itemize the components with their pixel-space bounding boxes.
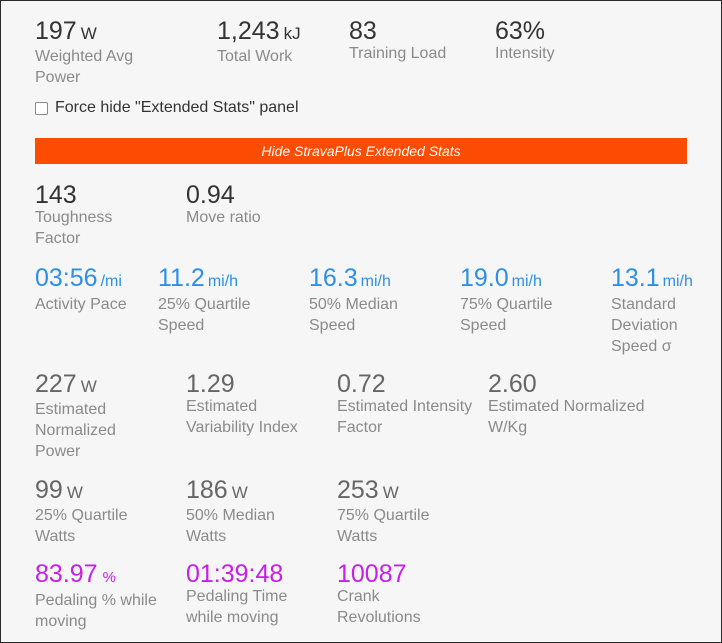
stat-unit: mi/h <box>662 273 693 290</box>
crank-revolutions-stat: 10087 Crank Revolutions <box>337 560 467 628</box>
quartile-75-speed-stat: 19.0 mi/h 75% Quartile Speed <box>460 264 580 336</box>
stat-unit: W <box>80 377 97 396</box>
stat-value: 197 <box>35 17 77 45</box>
stat-unit: mi/h <box>207 273 239 290</box>
quartile-25-speed-stat: 11.2 mi/h 25% Quartile Speed <box>158 264 278 336</box>
stat-value: 186 <box>186 476 228 504</box>
stat-value: 253 <box>337 476 379 504</box>
total-work-stat: 1,243 kJ Total Work <box>217 17 337 67</box>
pedaling-percent-stat: 83.97% Pedaling % while moving <box>35 560 183 632</box>
stat-label: Move ratio <box>186 209 261 226</box>
stat-value: 10087 <box>337 560 407 588</box>
stat-label: Weighted Avg Power <box>35 48 134 86</box>
intensity-factor-stat: 0.72 Estimated Intensity Factor <box>337 370 477 438</box>
stat-unit: % <box>102 569 116 586</box>
stat-unit: mi/h <box>360 273 391 290</box>
quartile-25-watts-stat: 99 W 25% Quartile Watts <box>35 476 155 547</box>
median-50-speed-stat: 16.3 mi/h 50% Median Speed <box>309 264 429 336</box>
stat-unit: W <box>66 483 83 502</box>
stat-value: 83 <box>349 17 377 45</box>
activity-pace-stat: 03:56/mi Activity Pace <box>35 264 155 315</box>
stat-label: Estimated Normalized W/Kg <box>488 398 645 436</box>
stat-label: Pedaling % while moving <box>35 592 157 630</box>
stat-label: Total Work <box>217 48 293 65</box>
stat-unit: kJ <box>283 24 301 43</box>
stat-unit: W <box>382 483 399 502</box>
stat-value: 227 <box>35 370 77 398</box>
stat-value: 83.97 <box>35 560 98 588</box>
stat-unit: mi/h <box>511 273 542 290</box>
stat-label: Intensity <box>495 45 555 62</box>
stat-label: 75% Quartile Watts <box>337 507 430 545</box>
stat-label: 75% Quartile Speed <box>460 296 553 334</box>
stat-value: 0.94 <box>186 181 235 209</box>
stat-label: Estimated Normalized Power <box>35 401 116 460</box>
stat-value: 63% <box>495 17 546 45</box>
stat-value: 143 <box>35 181 77 209</box>
intensity-stat: 63% Intensity <box>495 17 615 64</box>
stat-value: 1,243 <box>217 17 280 45</box>
force-hide-label: Force hide "Extended Stats" panel <box>55 99 299 116</box>
weighted-avg-power-stat: 197 W Weighted Avg Power <box>35 17 165 88</box>
std-dev-speed-stat: 13.1 mi/h Standard Deviation Speed σ <box>611 264 717 357</box>
quartile-75-watts-stat: 253 W 75% Quartile Watts <box>337 476 457 547</box>
stat-value: 01:39:48 <box>186 560 284 588</box>
stat-value: 13.1 <box>611 264 660 292</box>
stat-label: Estimated Variability Index <box>186 398 298 436</box>
stat-label: 25% Quartile Speed <box>158 296 251 334</box>
stat-label: Standard Deviation Speed σ <box>611 296 678 355</box>
stat-value: 0.72 <box>337 370 386 398</box>
stat-label: 25% Quartile Watts <box>35 507 128 545</box>
stat-value: 1.29 <box>186 370 235 398</box>
hide-extended-stats-button[interactable]: Hide StravaPlus Extended Stats <box>35 138 687 164</box>
toughness-factor-stat: 143 Toughness Factor <box>35 181 145 249</box>
stat-value: 11.2 <box>158 264 205 292</box>
stat-label: Activity Pace <box>35 296 127 313</box>
stat-label: Toughness Factor <box>35 209 113 247</box>
variability-index-stat: 1.29 Estimated Variability Index <box>186 370 326 438</box>
stat-label: Pedaling Time while moving <box>186 588 288 626</box>
stat-label: Crank Revolutions <box>337 588 421 626</box>
pedaling-time-stat: 01:39:48 Pedaling Time while moving <box>186 560 316 628</box>
force-hide-checkbox-row[interactable]: Force hide "Extended Stats" panel <box>35 98 299 118</box>
stat-value: 03:56 <box>35 264 98 292</box>
force-hide-checkbox[interactable] <box>35 101 48 115</box>
stat-label: 50% Median Watts <box>186 507 275 545</box>
stat-value: 19.0 <box>460 264 509 292</box>
stat-value: 2.60 <box>488 370 537 398</box>
normalized-wkg-stat: 2.60 Estimated Normalized W/Kg <box>488 370 648 438</box>
move-ratio-stat: 0.94 Move ratio <box>186 181 316 228</box>
stat-unit: /mi <box>100 273 122 290</box>
stat-label: Training Load <box>349 45 447 62</box>
normalized-power-stat: 227 W Estimated Normalized Power <box>35 370 145 462</box>
stat-value: 99 <box>35 476 63 504</box>
stat-unit: W <box>80 24 97 43</box>
stat-label: 50% Median Speed <box>309 296 398 334</box>
stat-unit: W <box>231 483 248 502</box>
stat-value: 16.3 <box>309 264 358 292</box>
training-load-stat: 83 Training Load <box>349 17 479 64</box>
stat-label: Estimated Intensity Factor <box>337 398 473 436</box>
median-50-watts-stat: 186 W 50% Median Watts <box>186 476 306 547</box>
